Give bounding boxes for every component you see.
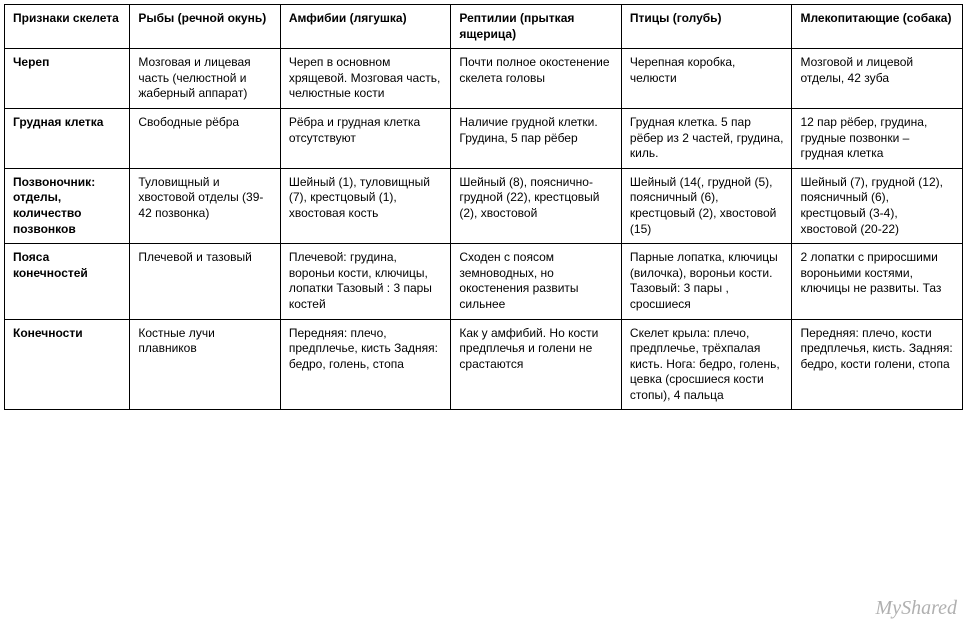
col-header-reptile: Рептилии (прыткая ящерица) <box>451 5 622 49</box>
skeleton-comparison-table: Признаки скелета Рыбы (речной окунь) Амф… <box>4 4 963 410</box>
col-header-fish: Рыбы (речной окунь) <box>130 5 280 49</box>
col-header-trait: Признаки скелета <box>5 5 130 49</box>
table-row: Позвоночник: отделы, количество позвонко… <box>5 168 963 243</box>
row-header: Грудная клетка <box>5 108 130 168</box>
cell: Плечевой и тазовый <box>130 244 280 319</box>
cell: Черепная коробка, челюсти <box>621 49 792 109</box>
cell: Свободные рёбра <box>130 108 280 168</box>
cell: Передняя: плечо, кости предплечья, кисть… <box>792 319 963 410</box>
cell: 2 лопатки с приросшими вороньими костями… <box>792 244 963 319</box>
cell: Мозговая и лицевая часть (челюстной и жа… <box>130 49 280 109</box>
cell: Скелет крыла: плечо, предплечье, трёхпал… <box>621 319 792 410</box>
cell: Наличие грудной клетки. Грудина, 5 пар р… <box>451 108 622 168</box>
table-row: Грудная клетка Свободные рёбра Рёбра и г… <box>5 108 963 168</box>
table-header: Признаки скелета Рыбы (речной окунь) Амф… <box>5 5 963 49</box>
cell: Череп в основном хрящевой. Мозговая част… <box>280 49 451 109</box>
table-row: Пояса конечностей Плечевой и тазовый Пле… <box>5 244 963 319</box>
col-header-amphib: Амфибии (лягушка) <box>280 5 451 49</box>
cell: Шейный (14(, грудной (5), поясничный (6)… <box>621 168 792 243</box>
row-header: Череп <box>5 49 130 109</box>
cell: Сходен с поясом земноводных, но окостене… <box>451 244 622 319</box>
cell: Шейный (7), грудной (12), поясничный (6)… <box>792 168 963 243</box>
row-header: Пояса конечностей <box>5 244 130 319</box>
cell: Почти полное окостенение скелета головы <box>451 49 622 109</box>
cell: Как у амфибий. Но кости предплечья и гол… <box>451 319 622 410</box>
row-header: Конечности <box>5 319 130 410</box>
cell: Шейный (1), туловищный (7), крестцовый (… <box>280 168 451 243</box>
cell: 12 пар рёбер, грудина, грудные позвонки … <box>792 108 963 168</box>
cell: Грудная клетка. 5 пар рёбер из 2 частей,… <box>621 108 792 168</box>
table-row: Череп Мозговая и лицевая часть (челюстно… <box>5 49 963 109</box>
col-header-bird: Птицы (голубь) <box>621 5 792 49</box>
cell: Шейный (8), пояснично-грудной (22), крес… <box>451 168 622 243</box>
cell: Плечевой: грудина, вороньи кости, ключиц… <box>280 244 451 319</box>
row-header: Позвоночник: отделы, количество позвонко… <box>5 168 130 243</box>
cell: Туловищный и хвостовой отделы (39-42 поз… <box>130 168 280 243</box>
cell: Костные лучи плавников <box>130 319 280 410</box>
cell: Парные лопатка, ключицы (вилочка), ворон… <box>621 244 792 319</box>
table-row: Конечности Костные лучи плавников Передн… <box>5 319 963 410</box>
cell: Передняя: плечо, предплечье, кисть Задня… <box>280 319 451 410</box>
watermark-text: MyShared <box>876 597 957 620</box>
col-header-mammal: Млекопитающие (собака) <box>792 5 963 49</box>
cell: Мозговой и лицевой отделы, 42 зуба <box>792 49 963 109</box>
cell: Рёбра и грудная клетка отсутствуют <box>280 108 451 168</box>
